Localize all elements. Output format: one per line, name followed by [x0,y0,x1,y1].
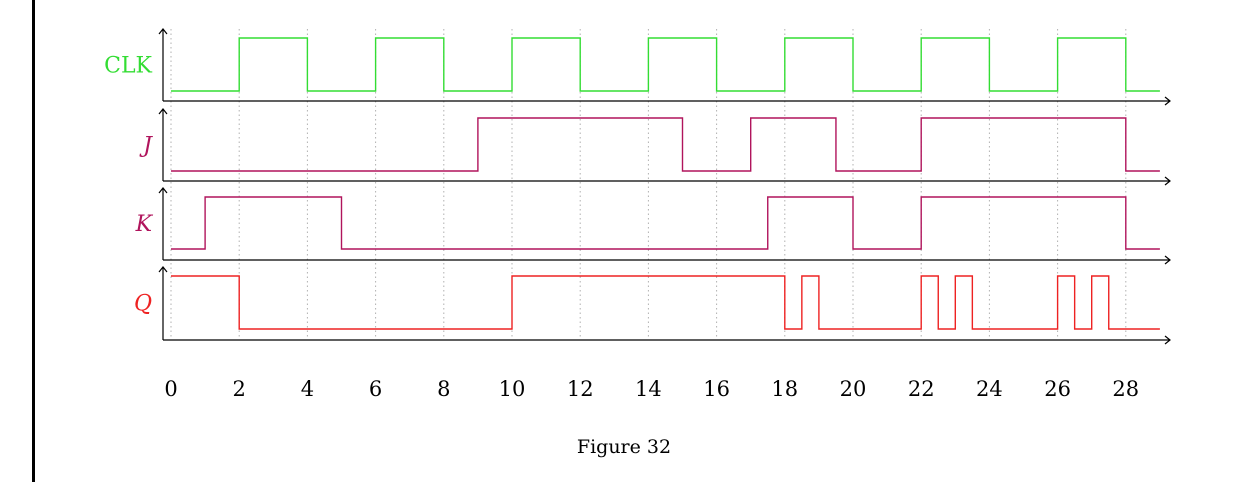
x-tick-label: 8 [437,377,450,401]
x-axis-arrow [1164,335,1171,345]
signal-clk-label: CLK [104,54,152,79]
y-axis-arrow [158,187,168,194]
x-tick-label: 12 [567,377,594,401]
signal-j-waveform [171,117,1160,172]
x-axis-arrow [1164,255,1171,265]
x-tick-label: 28 [1112,377,1139,401]
x-tick-label: 26 [1044,377,1071,401]
x-tick-label: 18 [771,377,798,401]
y-axis-arrow [158,108,168,115]
x-tick-label: 20 [840,377,867,401]
signal-k-waveform [171,196,1160,250]
signal-j-label: J [139,134,153,159]
x-tick-label: 0 [164,377,177,401]
x-tick-label: 22 [908,377,935,401]
signal-q-waveform [171,275,1160,330]
y-axis-arrow [158,266,168,273]
x-tick-label: 16 [703,377,730,401]
signal-k-label: K [135,212,154,237]
x-tick-label: 4 [301,377,314,401]
x-tick-label: 24 [976,377,1003,401]
x-tick-label: 2 [233,377,246,401]
signal-q-label: Q [134,292,152,317]
x-tick-label: 14 [635,377,662,401]
x-tick-label: 6 [369,377,382,401]
signal-clk-waveform [171,37,1160,92]
y-axis-arrow [158,28,168,35]
figure-caption: Figure 32 [576,436,672,458]
x-axis-arrow [1164,176,1171,186]
left-margin-rule [32,0,35,482]
x-tick-label: 10 [499,377,526,401]
x-axis-arrow [1164,96,1171,106]
